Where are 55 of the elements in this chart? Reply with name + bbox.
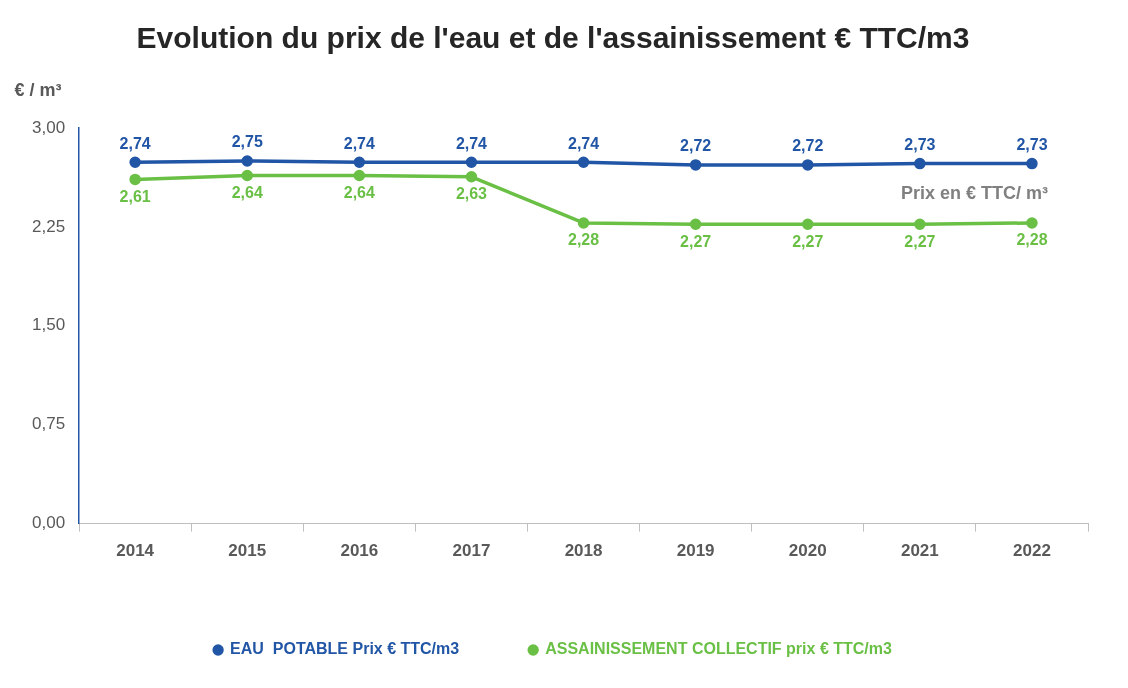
data-label: 2,64 xyxy=(343,183,376,201)
point xyxy=(1026,157,1038,170)
point xyxy=(802,218,814,231)
data-label: 2,73 xyxy=(904,136,936,154)
data-label: 2,75 xyxy=(231,133,263,151)
data-label: 2,28 xyxy=(567,231,600,249)
point xyxy=(353,156,366,169)
point xyxy=(129,156,141,169)
data-label: 2,63 xyxy=(455,185,488,203)
data-label: 2,74 xyxy=(455,134,488,152)
y-tick-label: 3,00 xyxy=(31,117,66,137)
legend-label: ASSAINISSEMENT COLLECTIF prix € TTC/m3 xyxy=(545,640,892,658)
point xyxy=(577,156,590,169)
point xyxy=(914,218,926,231)
data-label: 2,27 xyxy=(680,232,712,250)
data-label: 2,73 xyxy=(1016,136,1048,154)
x-tick-label: 2019 xyxy=(676,541,715,561)
point xyxy=(689,218,702,231)
data-label: 2,28 xyxy=(1016,231,1048,249)
point xyxy=(914,157,926,170)
data-label: 2,61 xyxy=(119,187,151,205)
point xyxy=(1026,217,1038,229)
y-tick-label: 1,50 xyxy=(31,315,66,335)
x-tick-label: 2017 xyxy=(452,541,491,561)
data-label: 2,27 xyxy=(904,232,936,250)
point xyxy=(465,156,478,169)
data-label: 2,74 xyxy=(343,134,376,152)
point xyxy=(353,169,366,182)
point xyxy=(465,171,478,183)
x-tick-label: 2014 xyxy=(116,541,155,561)
data-label: 2,27 xyxy=(792,232,824,250)
annotation: Prix en € TTC/ m³ xyxy=(900,182,1048,203)
chart-title: Evolution du prix de l'eau et de l'assainissement € TTC/m3 xyxy=(136,21,970,55)
data-label: 2,74 xyxy=(119,134,151,152)
point xyxy=(802,159,814,171)
x-tick-label: 2015 xyxy=(228,541,267,561)
point xyxy=(577,217,590,229)
x-tick-label: 2018 xyxy=(564,541,603,561)
legend-label: EAU POTABLE Prix € TTC/m3 xyxy=(230,640,460,658)
x-tick-label: 2016 xyxy=(340,541,379,561)
y-tick-label: 2,25 xyxy=(31,216,66,236)
x-tick-label: 2021 xyxy=(900,541,939,561)
data-label: 2,72 xyxy=(680,137,712,155)
x-tick-label: 2022 xyxy=(1013,541,1051,561)
data-label: 2,74 xyxy=(567,134,600,152)
point xyxy=(241,169,253,182)
data-label: 2,64 xyxy=(231,183,263,201)
point xyxy=(689,159,702,171)
y-tick-label: 0,75 xyxy=(31,414,66,434)
data-label: 2,72 xyxy=(792,137,824,155)
y-axis-title: € / m³ xyxy=(14,79,62,100)
x-tick-label: 2020 xyxy=(788,541,827,561)
y-tick-label: 0,00 xyxy=(31,513,66,533)
point xyxy=(241,155,253,167)
point xyxy=(129,173,141,186)
